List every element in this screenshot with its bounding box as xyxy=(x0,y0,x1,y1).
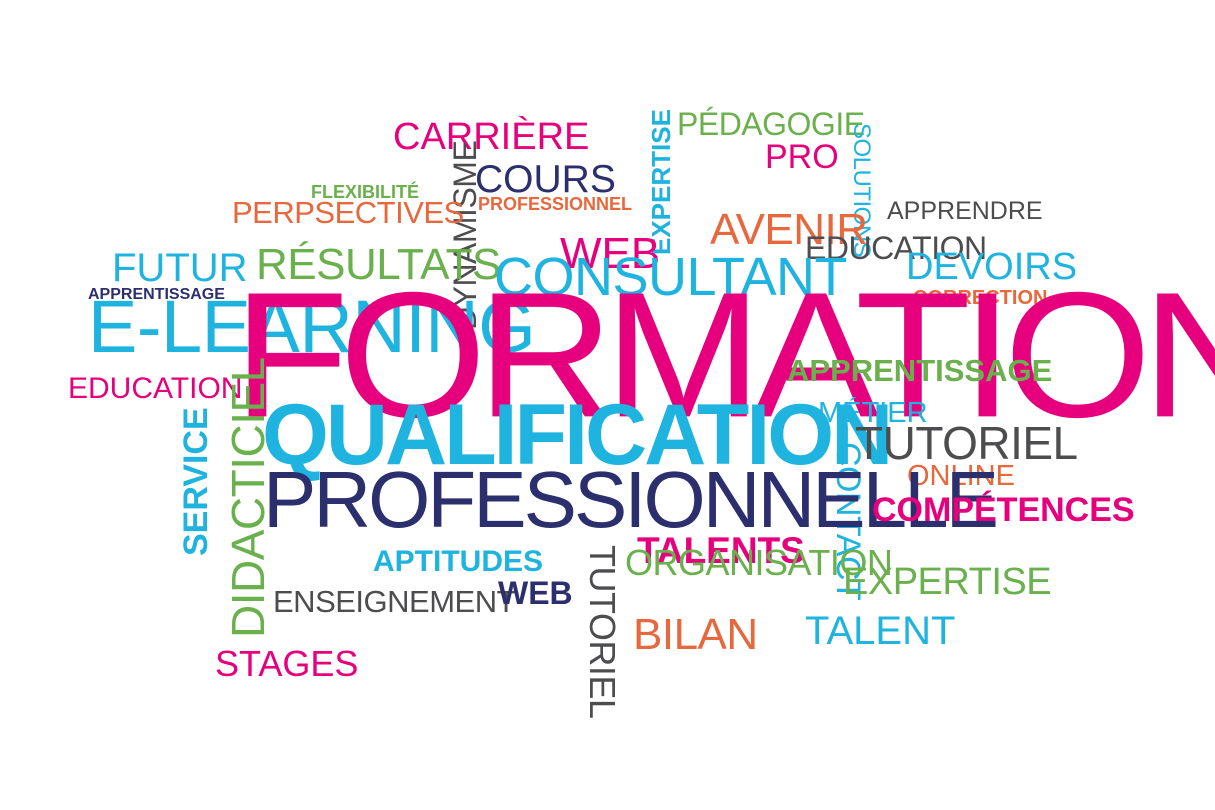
word-cours: COURS xyxy=(475,158,616,201)
word-online: ONLINE xyxy=(907,460,1015,492)
word-talent: TALENT xyxy=(805,609,956,653)
word-carriere: CARRIÈRE xyxy=(393,116,590,158)
word-expertise: EXPERTISE xyxy=(843,561,1052,603)
word-pro: PRO xyxy=(765,138,839,176)
word-resultats: RÉSULTATS xyxy=(256,240,501,289)
word-organisation: ORGANISATION xyxy=(625,542,893,583)
word-futur: FUTUR xyxy=(112,246,248,290)
word-web-top: WEB xyxy=(560,229,661,278)
word-pedagogie: PÉDAGOGIE xyxy=(677,106,865,142)
word-qualification: QUALIFICATION xyxy=(262,387,893,483)
word-correction: CORRECTION xyxy=(913,287,1048,309)
word-professionnelle: PROFESSIONNELLE xyxy=(263,455,999,544)
word-metier: MÉTIER xyxy=(818,397,928,429)
word-talents: TALENTS xyxy=(637,530,805,571)
word-perpsectives: PERPSECTIVES xyxy=(232,195,464,230)
word-enseignement: ENSEIGNEMENT xyxy=(273,584,516,619)
word-tutoriel-vertical: TUTORIEL xyxy=(582,545,623,719)
word-consultant: CONSULTANT xyxy=(494,247,848,307)
word-education-left: EDUCATION xyxy=(68,372,243,405)
word-devoirs: DEVOIRS xyxy=(906,246,1078,288)
word-aptitudes: APTITUDES xyxy=(373,545,544,578)
word-bilan: BILAN xyxy=(633,610,758,659)
word-apprentissage-green: APPRENTISSAGE xyxy=(787,353,1053,388)
word-avenir: AVENIR xyxy=(710,205,868,254)
word-service: SERVICE xyxy=(177,407,215,556)
word-stages: STAGES xyxy=(215,643,359,684)
word-professionnel: PROFESSIONNEL xyxy=(478,194,633,214)
word-apprendre: APPRENDRE xyxy=(887,197,1043,225)
word-tutoriel-right: TUTORIEL xyxy=(855,417,1078,469)
word-apprentissage-small: APPRENTISSAGE xyxy=(88,286,225,303)
word-flexibilite: FLEXIBILITÉ xyxy=(311,182,419,202)
word-formation: FORMATION xyxy=(233,255,1215,455)
word-web-bottom: WEB xyxy=(498,575,573,611)
word-competences: COMPÉTENCES xyxy=(872,491,1135,529)
word-e-learning: E-LEARNING xyxy=(88,285,536,368)
word-education-right: EDUCATION xyxy=(805,230,987,266)
